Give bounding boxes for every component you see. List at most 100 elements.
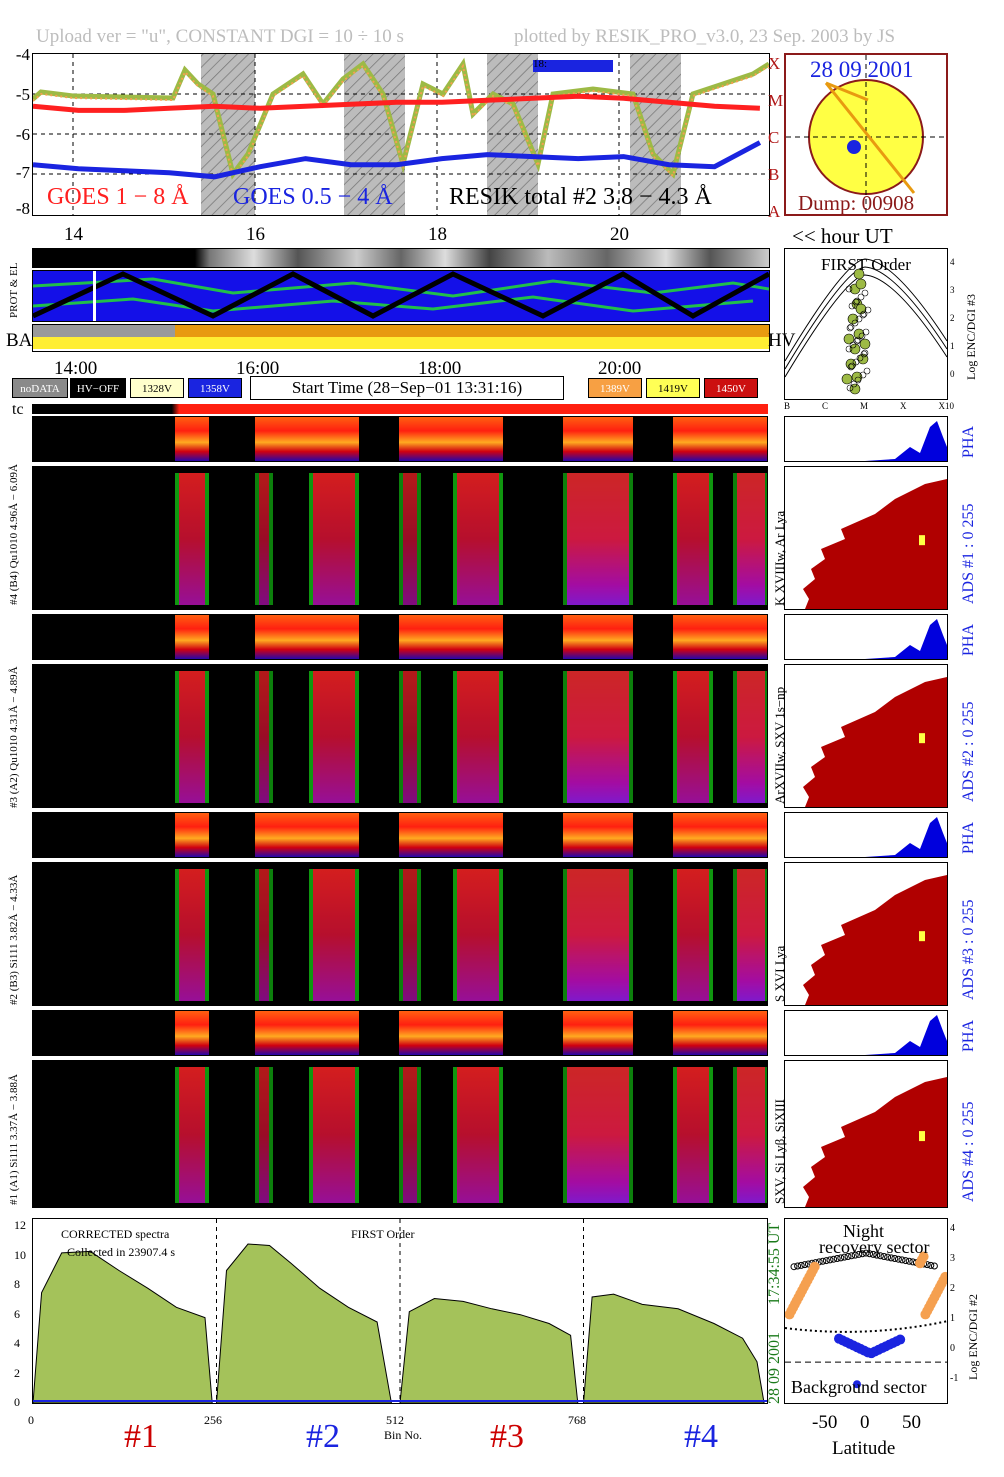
legend-1419v: 1419V xyxy=(646,378,700,398)
inset-label: 18: xyxy=(533,58,548,70)
goes-ytick-6: -6 xyxy=(15,125,30,144)
inset-bar xyxy=(533,60,613,72)
channel-1-tag: #1 xyxy=(124,1418,158,1455)
pha-histogram-area-3 xyxy=(785,1015,947,1055)
scatter-xtick-b: B xyxy=(784,401,791,411)
lat-ring-14 xyxy=(840,1253,848,1261)
lat-ring-28 xyxy=(891,1255,899,1263)
spectrum-channel-3 xyxy=(582,1293,765,1404)
scatter-ytick-1: 1 xyxy=(950,341,955,351)
ads-marker-3 xyxy=(919,1131,925,1142)
scatter-ring-28 xyxy=(861,349,869,357)
ads-label-3: ADS #4 : 0 255 xyxy=(960,1101,977,1202)
scatter-ring-21 xyxy=(852,358,860,366)
pha-strip-6 xyxy=(32,1010,768,1056)
spectro-segment-5-6 xyxy=(673,869,713,1001)
lat-ring-25 xyxy=(880,1252,888,1260)
spectro-segment-7-4 xyxy=(453,1067,503,1203)
scatter-ring-25 xyxy=(860,310,868,318)
upper-hour-20: 20 xyxy=(610,224,629,245)
pha-gap-2-1 xyxy=(359,615,399,659)
spectro-segment-5-2 xyxy=(309,869,359,1001)
spectrum-ytick-6: 6 xyxy=(14,1306,20,1321)
scatter-dot-2 xyxy=(847,313,859,325)
goes-ytick-8: -8 xyxy=(15,199,30,218)
lat-background: Background sector xyxy=(791,1377,927,1397)
scatter-ring-15 xyxy=(850,380,858,388)
legend-hvoff: HV−OFF xyxy=(70,378,126,398)
lat-ring-38 xyxy=(927,1261,935,1269)
ads-label-1: ADS #2 : 0 255 xyxy=(960,701,977,802)
pha-gradient-0 xyxy=(175,417,767,461)
goes-series-0 xyxy=(33,93,761,113)
spectro-segment-7-6 xyxy=(673,1067,713,1203)
pha-histogram-area-0 xyxy=(785,421,947,461)
spectro-segment-7-1 xyxy=(255,1067,273,1203)
ads-histogram-area-2 xyxy=(803,875,947,1005)
ads-histogram-0 xyxy=(784,466,948,610)
pha-histogram-svg-3 xyxy=(785,1015,947,1055)
spectro-segment-3-2 xyxy=(309,671,359,803)
lat-yticks: 4 3 2 1 0 -1 xyxy=(950,1214,958,1394)
lat-threshold-curve xyxy=(784,1320,948,1333)
spectro-segment-1-7 xyxy=(733,473,767,605)
lat-blue-17 xyxy=(895,1334,906,1345)
spectro-segment-1-6 xyxy=(673,473,713,605)
pha-gap-2-3 xyxy=(633,615,673,659)
scatter-ring-23 xyxy=(846,384,854,392)
spectro-segment-1-3 xyxy=(399,473,421,605)
scatter-ring-3 xyxy=(846,324,854,332)
goes-ytick-7: -7 xyxy=(15,163,30,182)
orbit-arrow xyxy=(825,81,869,102)
dump-number: Dump: 00908 xyxy=(798,191,915,215)
goes-shaded-band-3 xyxy=(630,54,681,215)
pha-gap-4-2 xyxy=(503,813,563,857)
spectrum-ytick-8: 8 xyxy=(14,1277,20,1292)
scatter-ring-24 xyxy=(853,297,861,305)
ads-lines-label-0: K XVIIIw, Ar Lya xyxy=(772,510,787,606)
prot-green-1 xyxy=(33,277,769,298)
class-b: B xyxy=(768,165,780,184)
spectrogram-5 xyxy=(32,862,768,1006)
lat-xtick-50: 50 xyxy=(902,1412,921,1433)
spectro-segment-7-0 xyxy=(175,1067,209,1203)
lat-ytick-2: 2 xyxy=(950,1283,955,1294)
spectrogram-7 xyxy=(32,1060,768,1208)
pha-histogram-svg-1 xyxy=(785,619,947,659)
pha-gap-4-0 xyxy=(209,813,255,857)
spectrum-xtick-512: 512 xyxy=(386,1413,404,1427)
latitude-panel: Night recovery sector Background sector xyxy=(784,1218,951,1404)
ads-lines-label-3: SXV, Si Lyβ, SiXIII xyxy=(772,1099,787,1204)
prot-green-2 xyxy=(33,295,754,313)
spectro-segment-5-5 xyxy=(563,869,633,1001)
scatter-ring-17 xyxy=(864,306,872,314)
ads-histogram-area-0 xyxy=(803,479,947,609)
lat-xtick-0: 0 xyxy=(860,1412,870,1433)
scatter-ring-5 xyxy=(860,350,868,358)
goes1-label: GOES 1 − 8 Å xyxy=(47,184,189,210)
scatter-ring-0 xyxy=(845,285,853,293)
scatter-dot-12 xyxy=(859,338,871,350)
ads-histogram-svg-1 xyxy=(803,677,947,807)
pha-gap-0-3 xyxy=(633,417,673,461)
scatter-ring-2 xyxy=(859,311,867,319)
lat-night: Night xyxy=(843,1221,885,1241)
lat-ring-11 xyxy=(830,1255,838,1263)
class-m: M xyxy=(768,91,784,110)
lat-ring-29 xyxy=(894,1255,902,1263)
scatter-dot-13 xyxy=(853,268,865,280)
upload-version-text: Upload ver = "u", CONSTANT DGI = 10 ÷ 10… xyxy=(36,26,404,47)
goes-lightcurve-panel: GOES 1 − 8 Å GOES 0.5 − 4 Å RESIK total … xyxy=(32,53,770,216)
spectro-segment-1-1 xyxy=(255,473,273,605)
lat-blue-low xyxy=(853,1380,861,1389)
ads-label-0: ADS #1 : 0 255 xyxy=(960,503,977,604)
lat-xlabel: Latitude xyxy=(832,1438,896,1459)
sun-date: 28 09 2001 xyxy=(810,57,914,82)
spectrum-ytick-0: 0 xyxy=(14,1395,20,1409)
spectrum-corrected: CORRECTED spectra xyxy=(61,1227,170,1241)
ads-label-2: ADS #3 : 0 255 xyxy=(960,899,977,1000)
channel-2-tag: #2 xyxy=(306,1418,340,1455)
spectrum-collected: Collected in 23907.4 s xyxy=(67,1245,175,1259)
spectrogram-3 xyxy=(32,664,768,808)
ba-yellow xyxy=(33,337,769,349)
